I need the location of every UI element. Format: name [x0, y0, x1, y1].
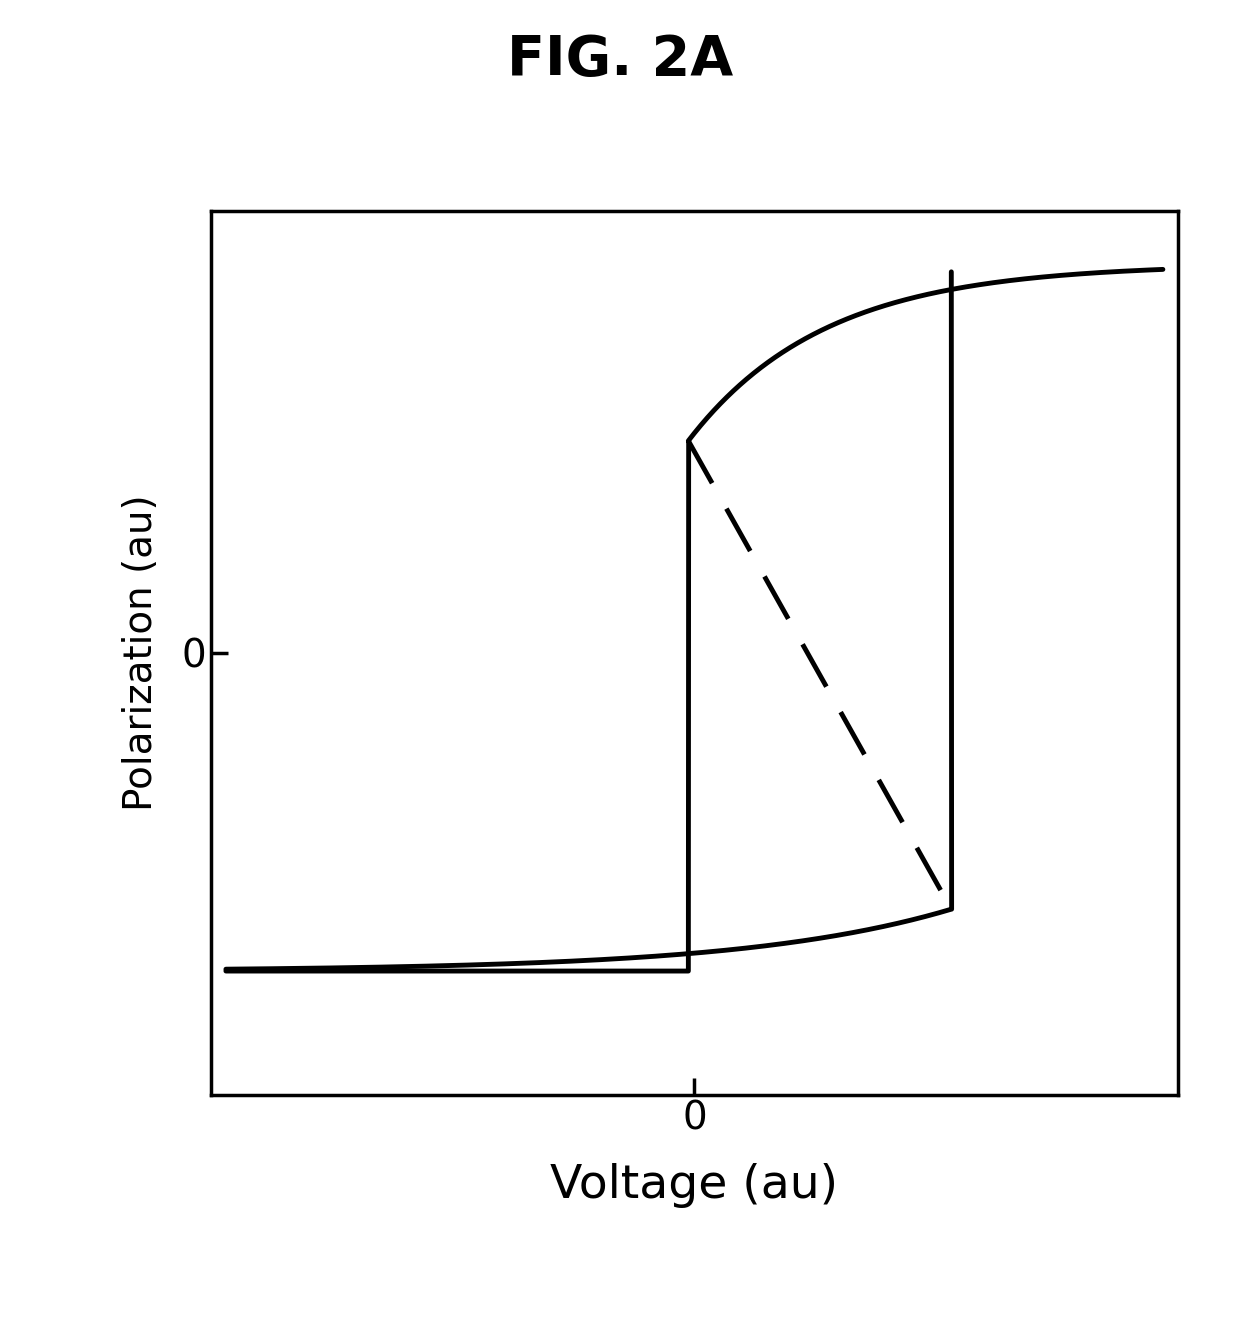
Y-axis label: Polarization (au): Polarization (au) — [123, 495, 160, 811]
Text: FIG. 2A: FIG. 2A — [507, 33, 733, 87]
X-axis label: Voltage (au): Voltage (au) — [551, 1162, 838, 1208]
